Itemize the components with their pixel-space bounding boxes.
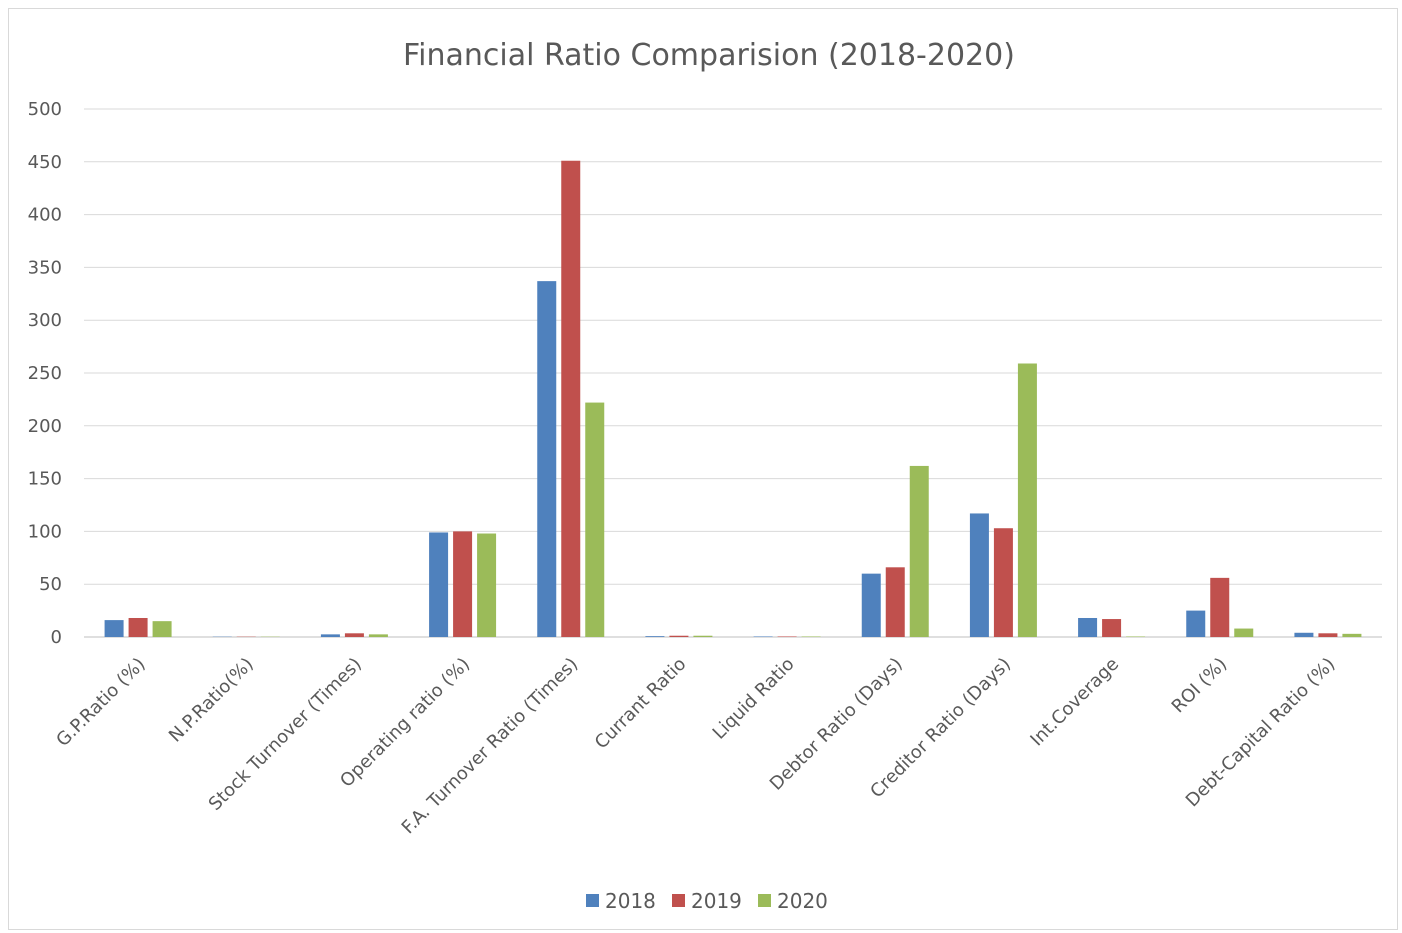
y-tick-label: 200 bbox=[28, 416, 62, 437]
y-tick-label: 350 bbox=[28, 257, 62, 278]
chart-title: Financial Ratio Comparision (2018-2020) bbox=[403, 38, 1015, 73]
bar-2020-9 bbox=[1126, 636, 1146, 637]
y-axis-ticks: 0 50 100 150 200 250 300 350 400 450 500 bbox=[28, 99, 62, 648]
bar-2018-11 bbox=[1294, 632, 1314, 637]
y-tick-label: 500 bbox=[28, 99, 62, 120]
legend-label: 2020 bbox=[777, 889, 828, 913]
y-tick-label: 150 bbox=[28, 469, 62, 490]
bar-2020-0 bbox=[152, 621, 172, 637]
bar-2020-6 bbox=[801, 636, 821, 637]
y-tick-label: 0 bbox=[51, 627, 62, 648]
bar-2018-4 bbox=[537, 281, 557, 637]
bar-2018-6 bbox=[753, 636, 773, 637]
bar-2018-9 bbox=[1078, 617, 1098, 637]
x-tick-label: N.P.Ratio(%) bbox=[165, 654, 258, 747]
bar-2019-6 bbox=[777, 636, 797, 637]
bar-2020-4 bbox=[585, 402, 605, 637]
bar-2018-7 bbox=[861, 573, 881, 637]
bar-2019-8 bbox=[993, 528, 1013, 637]
bar-2020-5 bbox=[693, 635, 713, 637]
legend-label: 2019 bbox=[691, 889, 742, 913]
x-axis-labels: G.P.Ratio (%) N.P.Ratio(%)Stock Turnover … bbox=[52, 654, 1339, 839]
x-tick-label: Liquid Ratio bbox=[709, 654, 799, 744]
bar-2020-8 bbox=[1017, 363, 1037, 637]
legend: 2018 2019 2020 bbox=[586, 889, 828, 913]
legend-swatch-2020 bbox=[758, 894, 771, 907]
bar-2019-5 bbox=[669, 635, 689, 637]
x-tick-label: Currant Ratio bbox=[591, 654, 691, 754]
x-tick-label: G.P.Ratio (%) bbox=[52, 654, 149, 751]
bar-2019-7 bbox=[885, 567, 905, 637]
bar-2019-2 bbox=[344, 633, 364, 637]
bar-2018-0 bbox=[104, 620, 124, 637]
bar-2019-10 bbox=[1210, 577, 1230, 637]
bar-2019-11 bbox=[1318, 633, 1338, 637]
x-tick-label: ROI (%) bbox=[1168, 654, 1232, 718]
bar-2019-4 bbox=[561, 160, 581, 637]
bar-2020-10 bbox=[1234, 628, 1254, 637]
bar-2020-7 bbox=[909, 465, 929, 637]
legend-swatch-2019 bbox=[672, 894, 685, 907]
x-tick-label: F.A. Turnover Ratio (Times) bbox=[398, 654, 583, 839]
bar-2018-3 bbox=[429, 532, 449, 637]
bar-2018-5 bbox=[645, 636, 665, 637]
bar-2019-0 bbox=[128, 617, 148, 637]
bar-2020-11 bbox=[1342, 633, 1362, 637]
bar-2018-2 bbox=[320, 634, 340, 637]
y-tick-label: 250 bbox=[28, 363, 62, 384]
bar-2020-3 bbox=[477, 533, 497, 637]
y-tick-label: 400 bbox=[28, 205, 62, 226]
bar-2019-9 bbox=[1102, 619, 1122, 637]
y-tick-label: 300 bbox=[28, 310, 62, 331]
x-tick-label: Int.Coverage bbox=[1026, 654, 1123, 751]
legend-swatch-2018 bbox=[586, 894, 599, 907]
legend-label: 2018 bbox=[605, 889, 656, 913]
y-tick-label: 100 bbox=[28, 521, 62, 542]
bar-2020-2 bbox=[368, 634, 388, 637]
bar-2019-3 bbox=[453, 531, 473, 637]
gridlines bbox=[84, 108, 1382, 638]
y-tick-label: 50 bbox=[39, 574, 62, 595]
bars bbox=[104, 160, 1362, 637]
bar-2018-10 bbox=[1186, 610, 1206, 637]
bar-2018-8 bbox=[969, 513, 989, 637]
y-tick-label: 450 bbox=[28, 152, 62, 173]
